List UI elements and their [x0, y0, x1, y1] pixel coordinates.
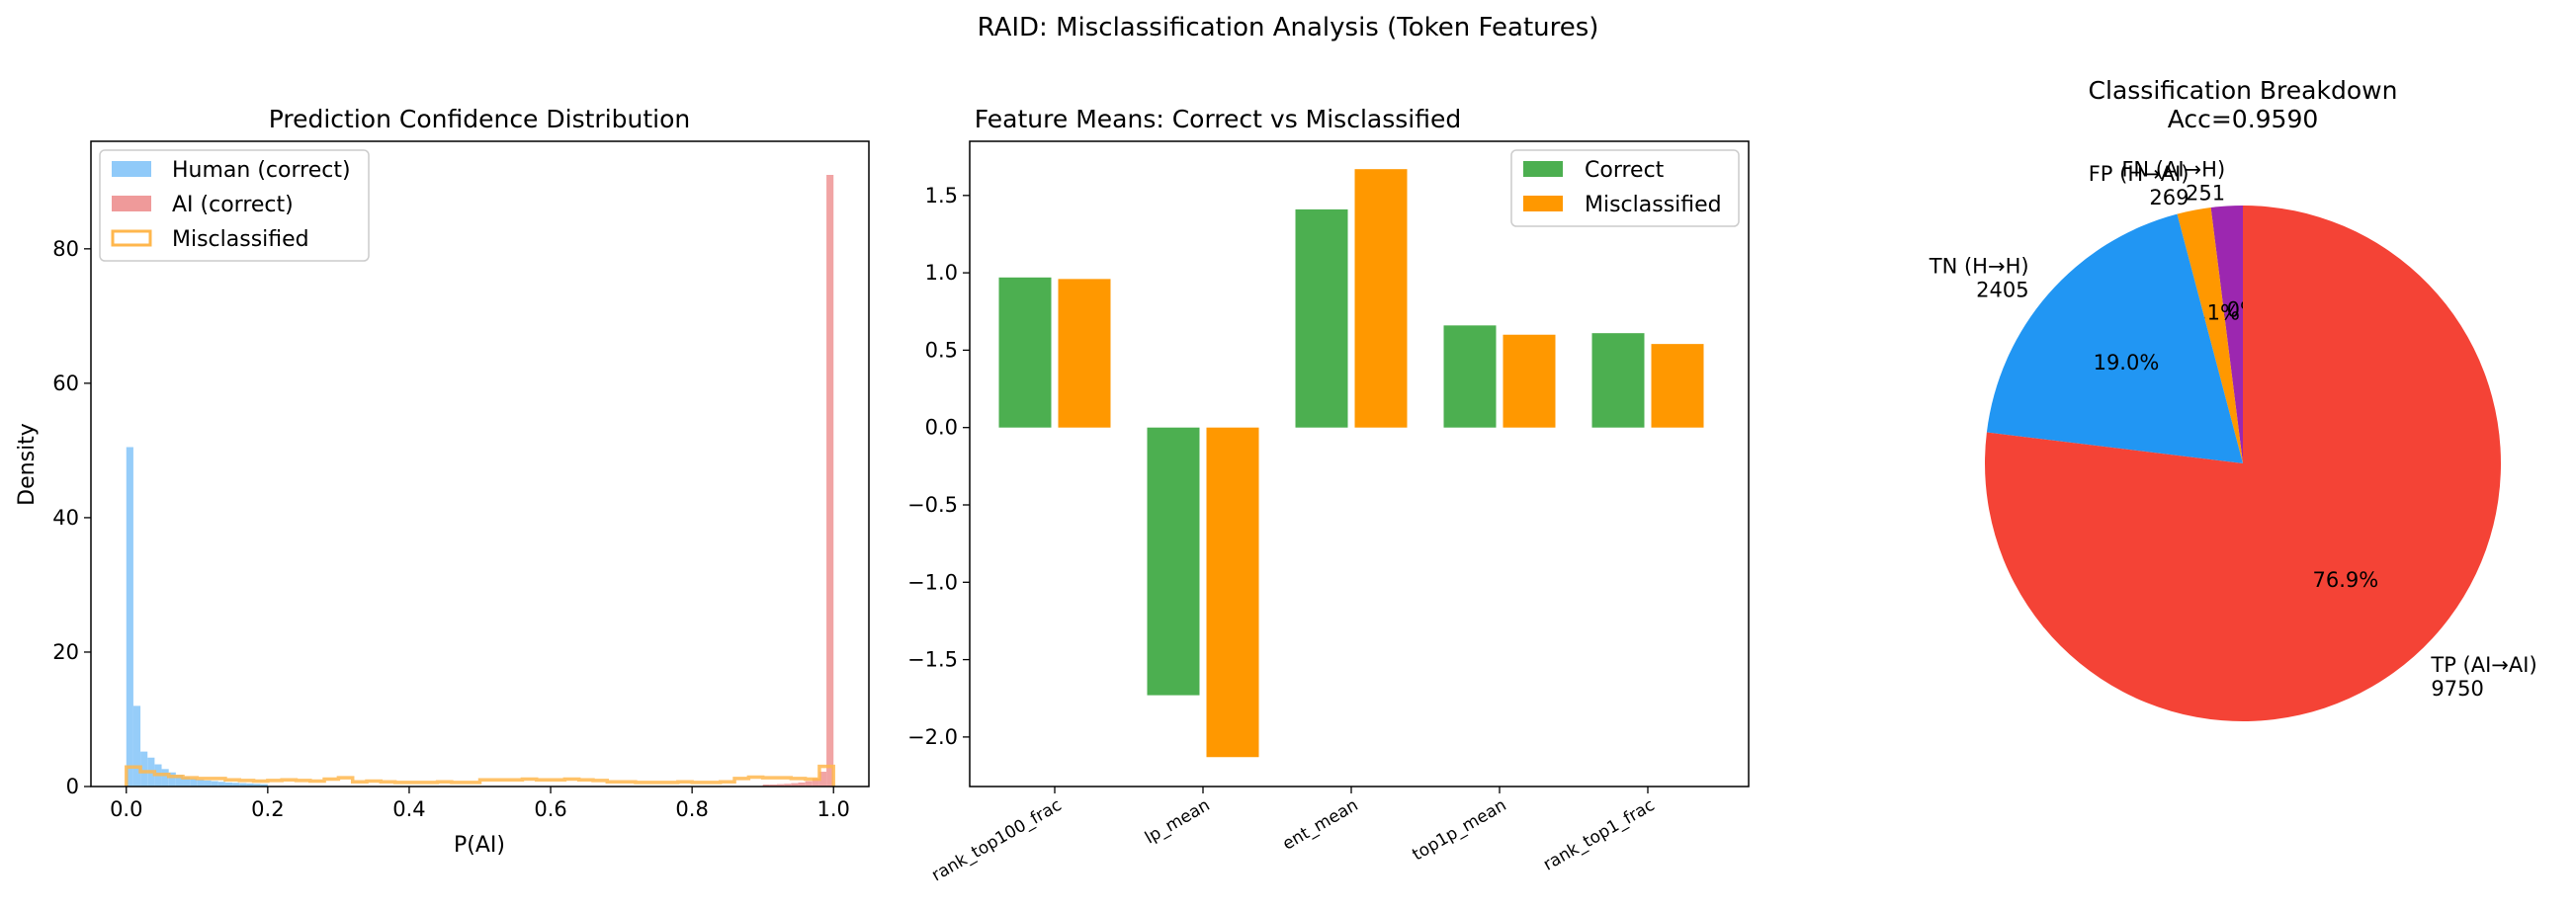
bar-correct	[1295, 208, 1348, 428]
histogram-bar	[168, 772, 176, 787]
legend-label-human: Human (correct)	[172, 158, 351, 183]
x-tick-label: 0.4	[392, 797, 425, 821]
histogram-bar	[784, 784, 792, 787]
bar-misclassified	[1503, 334, 1556, 428]
histogram-legend-box	[99, 149, 370, 262]
legend-label-correct: Correct	[1585, 158, 1665, 183]
histogram-bar	[769, 784, 777, 787]
bar-correct	[1147, 427, 1200, 696]
pie-slice-label: TN (H→H)	[1929, 254, 2029, 278]
legend-label-misclassified-bar: Misclassified	[1585, 193, 1722, 217]
histogram-bar	[204, 780, 212, 787]
pie-slice	[2210, 206, 2243, 463]
legend-swatch-human	[112, 161, 151, 177]
y-tick-label: −1.0	[907, 570, 958, 594]
histogram-x-axis-label: P(AI)	[454, 833, 505, 858]
histogram-bar	[140, 751, 148, 787]
x-tick-label: 1.0	[817, 797, 850, 821]
histogram-y-axis-label: Density	[15, 423, 40, 506]
legend-swatch-correct	[1523, 161, 1563, 177]
pie-chart-subtitle: Acc=0.9590	[2168, 105, 2319, 133]
bar-chart-axes-frame	[969, 140, 1750, 788]
x-tick-label: 0.0	[110, 797, 142, 821]
legend-swatch-misclassified-bar	[1523, 196, 1563, 211]
y-tick-label: 0.0	[925, 416, 958, 440]
confidence-histogram: Prediction Confidence Distribution 0.0 0.…	[15, 105, 870, 858]
histogram-bar	[183, 777, 191, 787]
histogram-bar	[161, 769, 169, 787]
histogram-bar	[132, 705, 141, 787]
bar-correct	[1591, 333, 1645, 428]
pie-slice-label: FP (H→AI)	[2089, 162, 2190, 186]
bar-misclassified	[1354, 169, 1408, 428]
legend-label-ai: AI (correct)	[172, 193, 294, 217]
bar-misclassified	[1058, 279, 1111, 428]
histogram-bar	[211, 781, 218, 787]
bar-misclassified	[1206, 427, 1259, 758]
pie-slice	[1986, 213, 2243, 463]
histogram-bar	[232, 783, 240, 787]
histogram-bar	[762, 784, 770, 787]
histogram-bar	[197, 780, 205, 787]
y-tick-label: 0.5	[925, 338, 958, 362]
pie-slice-count-label: 269	[2149, 186, 2189, 209]
bar-chart-title: Feature Means: Correct vs Misclassified	[975, 105, 1461, 133]
pie-chart-title: Classification Breakdown	[2089, 76, 2398, 105]
classification-pie-chart: Classification Breakdown Acc=0.9590 2.0%…	[1929, 76, 2537, 721]
bar-chart-legend-box	[1510, 149, 1740, 227]
y-tick-label: 60	[52, 372, 79, 395]
histogram-axes-frame	[90, 140, 870, 788]
pie-slice-label: TP (AI→AI)	[2430, 653, 2536, 677]
histogram-bar	[253, 784, 261, 787]
histogram-bar	[217, 782, 225, 787]
x-tick-label: 0.6	[534, 797, 566, 821]
bar-correct	[998, 277, 1052, 428]
histogram-bar	[826, 175, 834, 787]
histogram-bar	[126, 447, 133, 787]
pie-slice-percent-label: 76.9%	[2312, 568, 2378, 592]
pie-slice-count-label: 2405	[1976, 278, 2028, 301]
y-tick-label: 1.5	[925, 184, 958, 207]
histogram-legend: Human (correct) AI (correct) Misclassifi…	[99, 149, 370, 262]
pie-slice-label: FN (AI→H)	[2121, 157, 2225, 181]
histogram-bar	[776, 784, 785, 787]
histogram-bar	[190, 778, 198, 787]
histogram-bar	[260, 784, 268, 787]
pie-slice-percent-label: 19.0%	[2094, 351, 2160, 374]
pie-slice-count-label: 9750	[2431, 677, 2483, 701]
histogram-bar	[818, 772, 827, 787]
histogram-bar	[246, 783, 254, 787]
histogram-bar	[812, 778, 819, 787]
bar-misclassified	[1651, 344, 1704, 428]
y-tick-label: 1.0	[925, 261, 958, 285]
histogram-title: Prediction Confidence Distribution	[269, 105, 691, 133]
figure-title: RAID: Misclassification Analysis (Token …	[978, 13, 1599, 42]
x-tick-label: 0.2	[251, 797, 284, 821]
bar-correct	[1443, 325, 1497, 428]
pie-slice-count-label: 251	[2186, 181, 2225, 205]
legend-swatch-misclassified	[111, 229, 152, 247]
y-tick-label: 0	[66, 775, 79, 798]
histogram-bar	[791, 783, 799, 787]
y-tick-label: −1.5	[907, 648, 958, 672]
misclassified-step-line	[125, 764, 835, 787]
histogram-bar	[805, 781, 813, 787]
histogram-bar	[798, 782, 806, 787]
histogram-bar	[239, 783, 247, 787]
y-tick-label: 80	[52, 237, 79, 261]
bar-chart-legend: Correct Misclassified	[1510, 149, 1740, 227]
x-tick-label: 0.8	[675, 797, 708, 821]
y-tick-label: −0.5	[907, 493, 958, 517]
y-tick-label: −2.0	[907, 725, 958, 749]
legend-swatch-ai	[112, 196, 151, 211]
histogram-bar	[224, 782, 233, 787]
y-tick-label: 20	[52, 640, 79, 664]
pie-slice	[1985, 206, 2501, 721]
y-tick-label: 40	[52, 506, 79, 530]
histogram-bar	[175, 775, 184, 787]
pie-slice	[2177, 207, 2243, 464]
legend-label-misclassified: Misclassified	[172, 227, 309, 252]
